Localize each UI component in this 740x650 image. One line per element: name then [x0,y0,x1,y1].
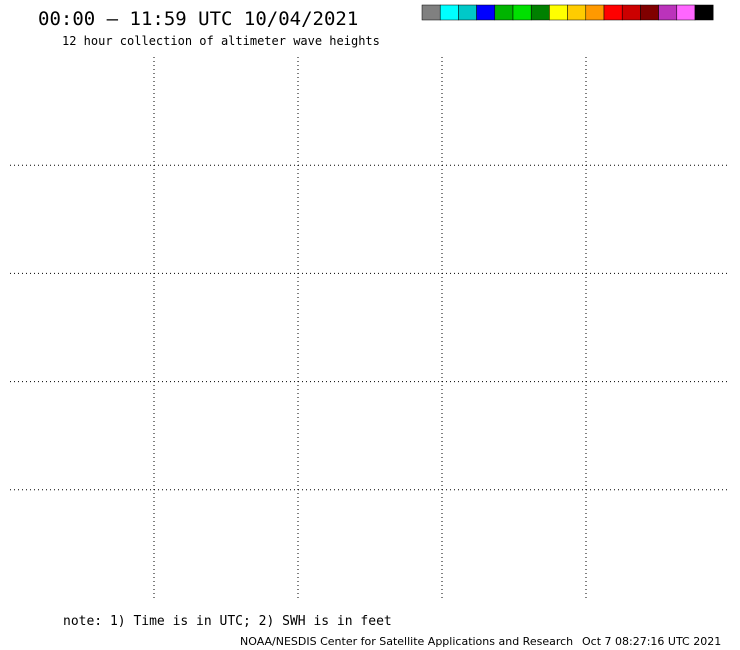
colorbar-swatch [458,4,477,21]
colorbar-legend [421,4,714,21]
colorbar-swatch [603,4,623,21]
colorbar-swatch [621,4,641,21]
chart-title: 00:00 – 11:59 UTC 10/04/2021 [38,8,358,30]
colorbar-swatch [476,4,496,21]
footer-time: Oct 7 08:27:16 UTC 2021 [582,635,721,648]
footer-text: NOAA/NESDIS Center for Satellite Applica… [240,635,573,648]
colorbar-swatch [421,4,441,21]
grid-lines [10,57,730,598]
colorbar-swatch [512,4,532,21]
colorbar-swatch [640,4,659,21]
colorbar-swatch [439,4,459,21]
colorbar-swatch [585,4,605,21]
colorbar-swatch [658,4,678,21]
chart-subtitle: 12 hour collection of altimeter wave hei… [62,34,380,48]
colorbar-swatch [567,4,587,21]
colorbar-swatch [549,4,568,21]
colorbar-swatch [494,4,514,21]
colorbar-swatch [694,4,714,21]
colorbar-swatch [530,4,550,21]
note-text: note: 1) Time is in UTC; 2) SWH is in fe… [63,614,392,629]
colorbar-swatch [676,4,696,21]
